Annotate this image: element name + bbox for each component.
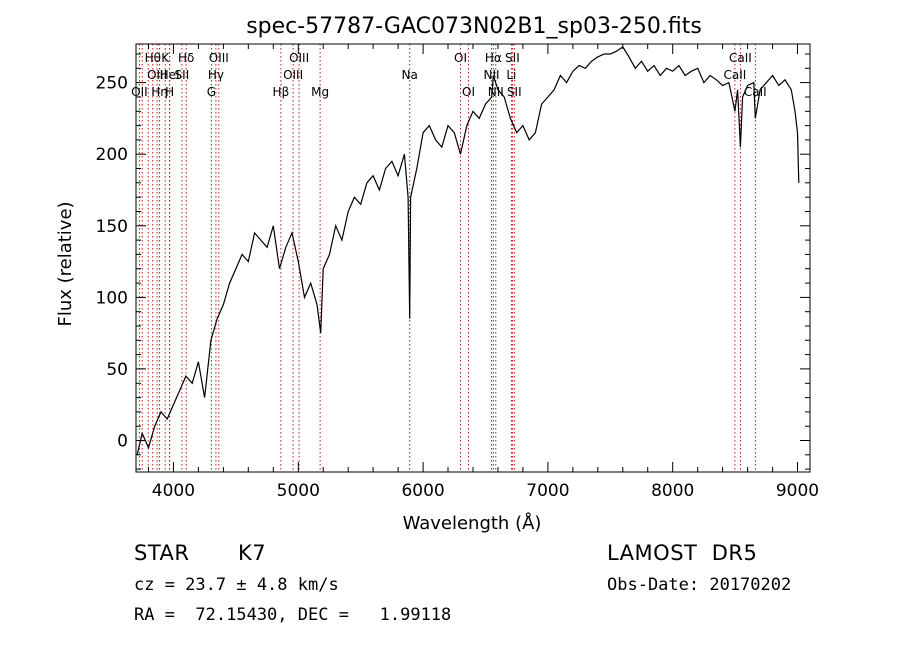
- y-tick-label: 100: [96, 288, 128, 308]
- line-marker-label: G: [207, 85, 216, 99]
- y-tick-label: 0: [117, 432, 128, 452]
- y-tick-label: 250: [96, 74, 128, 94]
- y-tick-label: 200: [96, 145, 128, 165]
- y-tick-label: 50: [106, 360, 128, 380]
- line-marker-label: Mg: [311, 85, 329, 99]
- x-tick-label: 4000: [152, 481, 195, 501]
- line-marker-label: OI: [454, 51, 467, 65]
- line-marker-label: Hγ: [208, 68, 224, 82]
- object-class: STAR: [134, 541, 190, 565]
- coordinates: RA = 72.15430, DEC = 1.99118: [134, 605, 452, 625]
- line-marker-label: OIII: [283, 68, 303, 82]
- line-marker-label: OI: [462, 85, 475, 99]
- line-marker-label: CaII: [729, 51, 752, 65]
- line-marker-label: OII: [131, 85, 148, 99]
- line-marker-label: HeI: [160, 68, 180, 82]
- line-marker-label: Hα: [485, 51, 502, 65]
- line-marker-label: K: [161, 51, 170, 65]
- y-axis-label: Flux (relative): [55, 201, 76, 326]
- object-subclass: K7: [238, 541, 267, 565]
- line-marker-label: SII: [505, 51, 520, 65]
- line-marker-label: Hβ: [273, 85, 290, 99]
- obs-date: Obs-Date: 20170202: [607, 575, 792, 595]
- line-markers: [138, 44, 756, 472]
- x-axis: 4000 5000 6000 7000 8000 9000: [148, 44, 819, 501]
- line-marker-label: Hδ: [178, 51, 194, 65]
- line-marker-label: NII: [488, 85, 504, 99]
- line-marker-label: Na: [402, 68, 418, 82]
- line-marker-label: SII: [175, 68, 190, 82]
- line-marker-label: OIII: [147, 68, 167, 82]
- spectrum-series: [136, 46, 800, 455]
- x-axis-label: Wavelength (Å): [403, 512, 542, 534]
- x-tick-label: 5000: [277, 481, 320, 501]
- cz-value: cz = 23.7 ± 4.8 km/s: [134, 575, 339, 595]
- y-axis: 0 50 100 150 200 250: [96, 53, 810, 470]
- line-marker-label: SII: [507, 85, 522, 99]
- line-marker-label: Hη: [151, 85, 168, 99]
- x-tick-label: 9000: [776, 481, 819, 501]
- x-tick-label: 8000: [651, 481, 694, 501]
- line-marker-labels: OIIHθOIIIHηKHeIHSIIHδGHγOIIIHβOIIIOIIIMg…: [131, 51, 767, 99]
- x-tick-label: 6000: [401, 481, 444, 501]
- line-marker-label: H: [165, 85, 174, 99]
- y-tick-label: 150: [96, 217, 128, 237]
- line-marker-label: Li: [506, 68, 516, 82]
- plot-frame: [135, 43, 811, 473]
- survey-name: LAMOST DR5: [607, 541, 758, 565]
- line-marker-label: OIII: [209, 51, 229, 65]
- line-marker-label: OIII: [289, 51, 309, 65]
- x-tick-label: 7000: [526, 481, 569, 501]
- line-marker-label: NII: [483, 68, 499, 82]
- chart-title: spec-57787-GAC073N02B1_sp03-250.fits: [246, 14, 702, 39]
- line-marker-label: CaII: [723, 68, 746, 82]
- line-marker-label: Hθ: [145, 51, 161, 65]
